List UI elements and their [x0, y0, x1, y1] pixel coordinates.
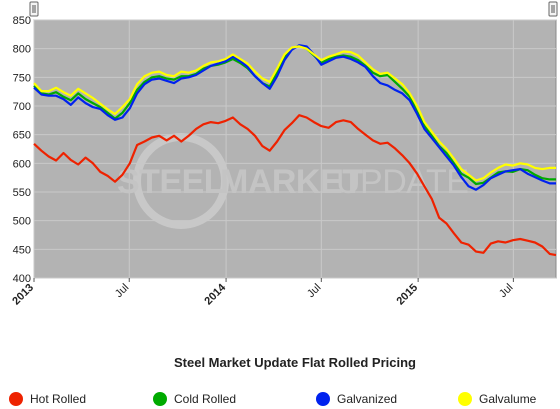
- y-tick-label: 450: [13, 244, 31, 256]
- legend-marker: [9, 392, 23, 406]
- x-tick-label: Jul: [113, 282, 131, 300]
- x-tick-label: 2014: [202, 281, 228, 307]
- range-handle-right[interactable]: [548, 1, 558, 17]
- y-tick-label: 850: [13, 15, 31, 27]
- legend-label: Cold Rolled: [174, 392, 236, 406]
- y-tick-label: 750: [13, 72, 31, 84]
- y-tick-label: 600: [13, 158, 31, 170]
- y-tick-label: 400: [13, 273, 31, 285]
- legend-item-galvanized[interactable]: Galvanized: [316, 392, 397, 406]
- x-tick-label: 2013: [10, 282, 36, 308]
- legend-marker: [316, 392, 330, 406]
- watermark: STEEL MARKET UPDATE: [117, 133, 469, 229]
- series-lines: [33, 44, 557, 257]
- legend-marker: [153, 392, 167, 406]
- watermark-word-3: UPDATE: [336, 163, 468, 201]
- range-handle-left[interactable]: [29, 1, 39, 17]
- legend: Hot Rolled Cold Rolled Galvanized Galvalume: [9, 392, 537, 406]
- range-navigator[interactable]: [29, 1, 558, 17]
- y-tick-label: 550: [13, 187, 31, 199]
- watermark-ring: [133, 133, 229, 229]
- chart-title: Steel Market Update Flat Rolled Pricing: [174, 355, 416, 370]
- watermark-word-2: MARKET: [220, 163, 363, 201]
- y-tick-label: 650: [13, 130, 31, 142]
- x-tick-label: Jul: [305, 282, 323, 300]
- legend-label: Galvalume: [479, 392, 537, 406]
- y-axis: 400 450 500 550 600 650 700 750 800 850: [13, 15, 31, 285]
- plot-area: [33, 19, 557, 279]
- y-tick-label: 700: [13, 101, 31, 113]
- x-tick-label: 2015: [394, 282, 420, 308]
- legend-label: Hot Rolled: [30, 392, 86, 406]
- legend-marker: [458, 392, 472, 406]
- x-axis: 2013 Jul 2014 Jul 2015 Jul: [10, 278, 515, 307]
- y-tick-label: 800: [13, 44, 31, 56]
- watermark-word-1: STEEL: [117, 163, 224, 201]
- y-tick-label: 500: [13, 216, 31, 228]
- series-line-galvalume: [33, 45, 556, 182]
- x-tick-label: Jul: [497, 282, 515, 300]
- series-line-hot-rolled: [33, 114, 557, 257]
- legend-label: Galvanized: [337, 392, 397, 406]
- legend-item-hot-rolled[interactable]: Hot Rolled: [9, 392, 86, 406]
- legend-item-galvalume[interactable]: Galvalume: [458, 392, 537, 406]
- legend-item-cold-rolled[interactable]: Cold Rolled: [153, 392, 236, 406]
